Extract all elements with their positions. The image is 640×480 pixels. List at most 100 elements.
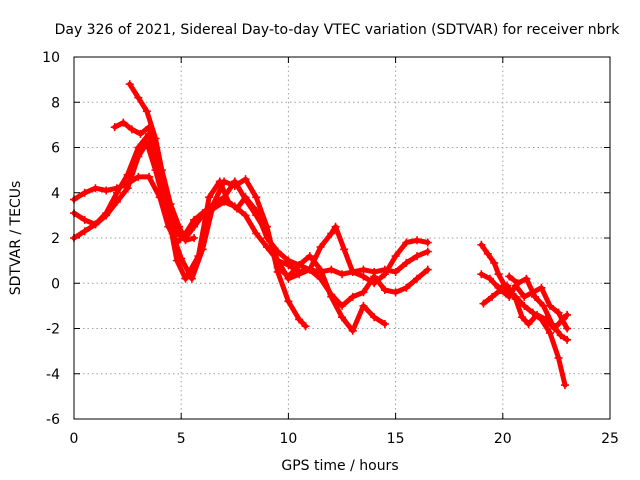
chart-title: Day 326 of 2021, Sidereal Day-to-day VTE… [55, 22, 621, 38]
data-point [370, 313, 379, 322]
series-trace [71, 140, 309, 329]
x-tick-label: 20 [494, 431, 512, 447]
data-point [477, 270, 486, 279]
data-point [413, 252, 422, 261]
data-point [215, 177, 224, 186]
data-point [119, 118, 128, 127]
data-point [295, 270, 304, 279]
data-point [503, 281, 512, 290]
data-point [91, 220, 100, 229]
data-point [190, 234, 199, 242]
data-point [305, 265, 314, 274]
data-point [391, 267, 400, 276]
data-point [423, 265, 432, 274]
series-trace [127, 81, 197, 243]
data-point [241, 211, 250, 220]
data-point [359, 272, 368, 281]
data-point [331, 222, 340, 231]
data-point [520, 292, 529, 301]
data-point [522, 274, 531, 283]
data-point [252, 193, 261, 202]
data-point [370, 272, 379, 281]
data-point [316, 243, 325, 252]
x-axis-label: GPS time / hours [281, 458, 398, 474]
x-tick-label: 5 [177, 431, 186, 447]
y-tick-label: 2 [51, 231, 60, 247]
data-point [380, 286, 389, 295]
data-point [338, 301, 346, 310]
tick-layer: 0 5 10 15 20 25 -6 -4 -2 0 2 4 6 8 10 [42, 50, 619, 447]
data-point [127, 125, 136, 134]
y-tick-label: -4 [46, 367, 60, 383]
data-point [530, 292, 539, 301]
data-point [402, 238, 411, 247]
data-point [230, 202, 239, 211]
data-point [548, 319, 557, 328]
series-track-10 [505, 272, 572, 344]
data-point [554, 308, 563, 317]
data-point [545, 329, 554, 338]
data-point [528, 308, 537, 317]
data-point [511, 295, 520, 304]
y-tick-label: 10 [42, 50, 60, 66]
data-point [181, 274, 190, 283]
data-point [380, 319, 389, 328]
data-point [273, 256, 282, 265]
data-point [348, 292, 357, 301]
y-tick-label: 8 [51, 95, 60, 111]
data-point [125, 80, 134, 89]
data-point [273, 247, 282, 256]
data-point [241, 193, 250, 202]
series-track-6 [273, 261, 432, 310]
data-point [151, 134, 160, 143]
data-point [391, 288, 400, 297]
data-point [560, 381, 569, 390]
plot-frame [73, 56, 611, 420]
data-point [359, 301, 368, 310]
data-point [496, 286, 505, 295]
data-point [102, 209, 111, 218]
data-point [198, 211, 207, 220]
data-point [284, 256, 293, 265]
data-point [479, 299, 488, 308]
data-point [305, 252, 314, 261]
data-point [123, 184, 132, 193]
data-point [295, 315, 304, 324]
data-point [539, 301, 548, 310]
data-point [563, 324, 572, 333]
data-point [284, 272, 293, 281]
data-point [241, 175, 250, 184]
data-point [134, 172, 143, 181]
data-point [327, 229, 336, 238]
data-point [348, 267, 357, 276]
data-point [80, 215, 89, 224]
series-track-5 [125, 80, 199, 245]
data-point [391, 252, 400, 261]
data-point [518, 313, 527, 322]
data-point [327, 290, 336, 299]
data-point [80, 188, 89, 197]
data-point [485, 274, 494, 283]
data-point [301, 322, 310, 331]
data-point [423, 247, 432, 256]
data-point [145, 172, 154, 181]
data-point [533, 310, 542, 319]
data-point [505, 272, 514, 281]
data-point [273, 263, 282, 272]
data-point [483, 249, 492, 258]
data-point [490, 258, 499, 267]
data-point [91, 184, 100, 193]
data-point [136, 129, 145, 138]
data-point [284, 297, 293, 306]
data-point [338, 270, 346, 279]
data-point [181, 236, 190, 245]
data-point [554, 353, 563, 362]
data-point [359, 265, 368, 274]
data-point [262, 243, 271, 252]
x-tick-label: 0 [70, 431, 79, 447]
data-point [142, 107, 151, 116]
data-point [477, 240, 486, 249]
data-point [563, 310, 572, 319]
data-point [524, 319, 533, 328]
